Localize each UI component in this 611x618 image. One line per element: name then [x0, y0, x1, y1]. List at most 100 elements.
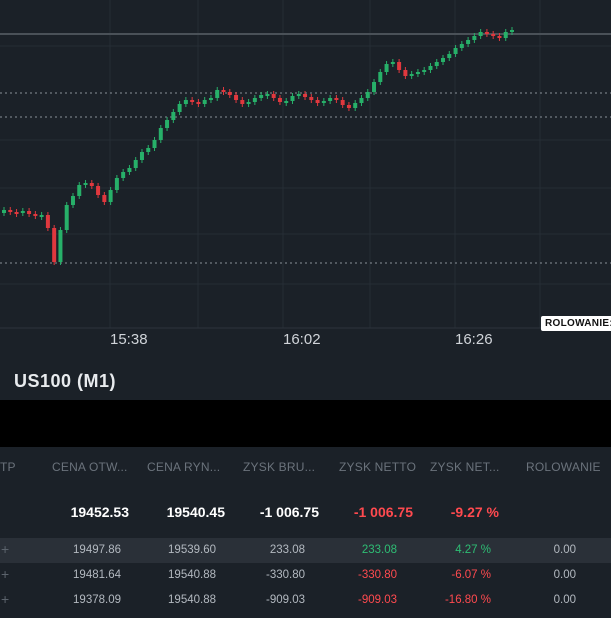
candle [221, 90, 226, 92]
row-gross-profit: 233.08 [269, 544, 305, 556]
candle [328, 98, 333, 101]
candle [403, 70, 408, 76]
panel-divider [0, 400, 611, 447]
row-open-price: 19497.86 [73, 544, 121, 556]
candle [58, 230, 63, 262]
row-net-profit-pct: -6.07 % [451, 569, 491, 581]
candle [252, 98, 257, 102]
header-rollover[interactable]: ROLOWANIE [526, 460, 601, 474]
candle [346, 105, 351, 108]
row-market-price: 19539.60 [168, 544, 216, 556]
candle [83, 183, 88, 185]
summary-gross-profit: -1 006.75 [259, 504, 319, 520]
candle [8, 210, 13, 212]
candle [33, 214, 38, 216]
summary-open-price: 19452.53 [70, 504, 129, 520]
candle [315, 100, 320, 103]
candle [77, 185, 82, 196]
time-label-2: 16:02 [283, 331, 321, 348]
candle [309, 97, 314, 100]
row-market-price: 19540.88 [168, 594, 216, 606]
candle [397, 62, 402, 70]
candle [296, 94, 301, 96]
candle [372, 82, 377, 92]
table-row[interactable]: + 19481.64 19540.88 -330.80 -330.80 -6.0… [0, 563, 611, 588]
candle [146, 148, 151, 152]
candle [52, 228, 57, 262]
candle [484, 32, 489, 34]
header-open-price[interactable]: CENA OTW... [52, 460, 128, 474]
candle [497, 36, 502, 38]
table-row[interactable]: + 19497.86 19539.60 233.08 233.08 4.27 %… [0, 538, 611, 563]
row-rollover: 0.00 [553, 544, 576, 556]
candle [265, 94, 270, 96]
candle [359, 98, 364, 103]
candle [27, 211, 32, 214]
table-row[interactable]: + 19378.09 19540.88 -909.03 -909.03 -16.… [0, 588, 611, 613]
candle [503, 32, 508, 38]
candle [89, 183, 94, 186]
candle [409, 74, 414, 76]
candle [428, 66, 433, 70]
candle [14, 212, 19, 214]
rollover-badge: ROLOWANIE: [541, 316, 611, 331]
expand-plus-icon[interactable]: + [1, 591, 10, 607]
candle [384, 64, 389, 72]
candle [108, 190, 113, 202]
expand-plus-icon[interactable]: + [1, 566, 10, 582]
price-chart[interactable]: 15:38 16:02 16:26 ROLOWANIE: US100 (M1) [0, 0, 611, 400]
candle [441, 58, 446, 62]
candle [152, 140, 157, 148]
candle [321, 101, 326, 103]
row-open-price: 19481.64 [73, 569, 121, 581]
positions-table: TP CENA OTW... CENA RYN... ZYSK BRU... Z… [0, 447, 611, 618]
header-tp[interactable]: TP [0, 460, 16, 474]
candle [271, 94, 276, 98]
candle [133, 160, 138, 168]
candle [208, 98, 213, 100]
candlestick-chart[interactable] [0, 0, 611, 400]
candle [165, 120, 170, 128]
candle [70, 196, 75, 205]
candle [102, 195, 107, 202]
candle [139, 152, 144, 160]
candle [447, 54, 452, 58]
candle [365, 92, 370, 98]
row-net-profit: -909.03 [357, 594, 397, 606]
header-gross-profit[interactable]: ZYSK BRU... [243, 460, 316, 474]
candle [472, 36, 477, 40]
candle [259, 95, 264, 98]
candle [202, 100, 207, 104]
expand-plus-icon[interactable]: + [1, 541, 10, 557]
chart-symbol-title: US100 (M1) [14, 371, 117, 391]
row-net-profit-pct: -16.80 % [444, 594, 491, 606]
candle [277, 98, 282, 102]
candle [246, 102, 251, 104]
candle [96, 186, 101, 195]
candle [284, 101, 289, 103]
candle [158, 128, 163, 140]
candle [196, 102, 201, 104]
candle [390, 62, 395, 64]
candle [334, 98, 339, 100]
candle [434, 62, 439, 66]
candle [190, 100, 195, 102]
row-gross-profit: -330.80 [265, 569, 305, 581]
candle [39, 215, 44, 217]
candle [453, 48, 458, 54]
candle [415, 72, 420, 74]
summary-net-profit-pct: -9.27 % [450, 504, 499, 520]
summary-net-profit: -1 006.75 [353, 504, 413, 520]
header-market-price[interactable]: CENA RYN... [147, 460, 221, 474]
candle [340, 100, 345, 105]
header-net-profit-pct[interactable]: ZYSK NET... [430, 460, 500, 474]
candle [478, 32, 483, 36]
candle [466, 40, 471, 44]
candle [510, 30, 514, 32]
candle [215, 90, 220, 98]
candle [422, 70, 427, 72]
row-net-profit: 233.08 [361, 544, 397, 556]
header-net-profit[interactable]: ZYSK NETTO [339, 460, 417, 474]
candle [171, 112, 176, 120]
candle [177, 104, 182, 112]
